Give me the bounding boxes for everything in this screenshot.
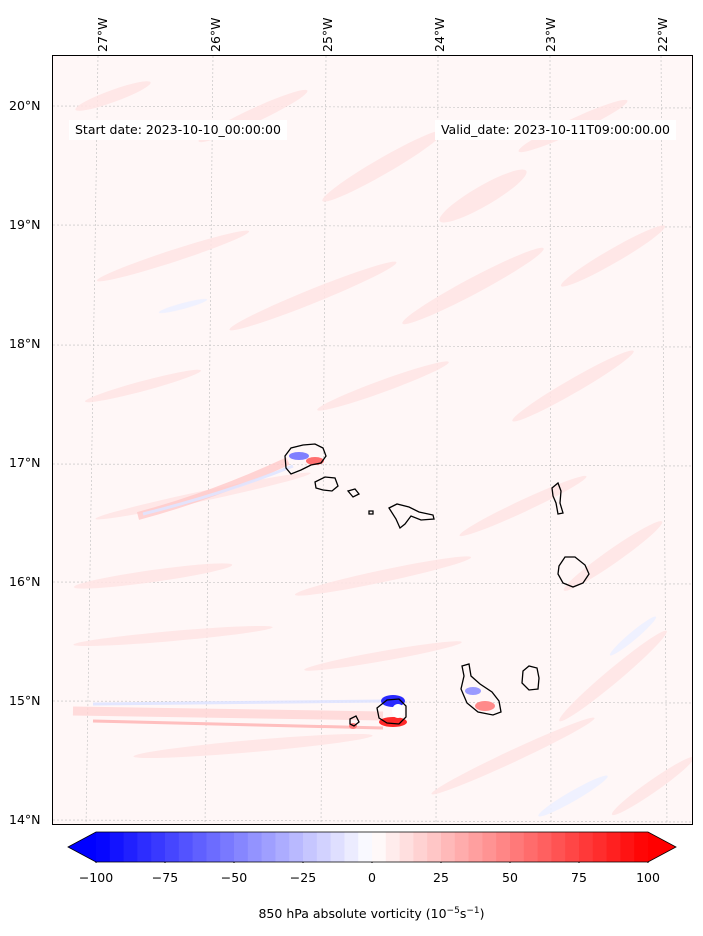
colorbar-bin <box>261 832 276 862</box>
colorbar-bin <box>303 832 318 862</box>
colorbar-bin <box>151 832 166 862</box>
colorbar-bin <box>634 832 649 862</box>
colorbar-label-suffix: ) <box>479 906 485 922</box>
colorbar-label-mid: s <box>459 906 467 922</box>
lon-label: 27°W <box>95 17 110 52</box>
island-boa-vista <box>557 556 590 588</box>
lat-label: 15°N <box>9 693 41 708</box>
colorbar-bin <box>441 832 456 862</box>
lat-label: 19°N <box>9 217 41 232</box>
colorbar-bin <box>551 832 566 862</box>
colorbar-bin <box>454 832 470 862</box>
colorbar-tick-label: −100 <box>78 870 114 885</box>
lon-label: 23°W <box>543 17 558 52</box>
colorbar-bin <box>234 832 249 862</box>
start-date-label: Start date: 2023-10-10_00:00:00 <box>69 120 287 140</box>
colorbar-bin <box>358 832 373 862</box>
colorbar-bin <box>399 832 414 862</box>
colorbar-tick-label: 75 <box>571 870 587 885</box>
lon-label: 22°W <box>655 17 670 52</box>
colorbar-bin <box>289 832 304 862</box>
island-maio <box>521 665 540 691</box>
island-branco <box>368 510 374 515</box>
colorbar-bin <box>206 832 221 862</box>
colorbar-bin <box>372 832 387 862</box>
colorbar-bin <box>178 832 194 862</box>
colorbar-bin <box>330 832 345 862</box>
island-vorticity-dipoles <box>289 452 495 729</box>
colorbar-tick-label: −50 <box>220 870 248 885</box>
colorbar-label-exp1: −5 <box>446 906 460 916</box>
island-sao-nicolau <box>388 503 435 530</box>
colorbar-tick-label: −25 <box>289 870 317 885</box>
lat-label: 16°N <box>9 574 41 589</box>
colorbar-bin <box>427 832 442 862</box>
colorbar-label-exp2: −1 <box>466 906 480 916</box>
map-panel: Start date: 2023-10-10_00:00:00 Valid_da… <box>52 55 693 825</box>
lon-label: 24°W <box>432 17 447 52</box>
colorbar-tick-label: 25 <box>433 870 449 885</box>
colorbar-bin <box>523 832 539 862</box>
colorbar-bin <box>565 832 580 862</box>
colorbar-bin <box>413 832 428 862</box>
cape-verde-islands <box>284 443 590 727</box>
island-brava <box>349 715 360 727</box>
lon-label: 26°W <box>208 17 223 52</box>
colorbar-bin <box>592 832 608 862</box>
colorbar-bin <box>137 832 152 862</box>
colorbar-label-prefix: 850 hPa absolute vorticity (10 <box>258 906 447 922</box>
island-santo-antao <box>284 443 327 475</box>
valid-date-label: Valid_date: 2023-10-11T09:00:00.00 <box>434 120 676 140</box>
colorbar-bin <box>606 832 621 862</box>
colorbar-bin <box>620 832 635 862</box>
colorbar-tick-label: 50 <box>502 870 518 885</box>
island-sao-vicente <box>314 476 339 492</box>
colorbar-extend-min <box>68 832 96 862</box>
colorbar-bin <box>220 832 235 862</box>
colorbar-bin <box>165 832 180 862</box>
colorbar-bin <box>96 832 111 862</box>
colorbar-bin <box>344 832 359 862</box>
colorbar-bin <box>496 832 511 862</box>
colorbar-gradient <box>67 831 677 863</box>
colorbar-bin <box>316 832 332 862</box>
colorbar-bin <box>275 832 290 862</box>
colorbar-bin <box>482 832 497 862</box>
colorbar-bin <box>385 832 401 862</box>
colorbar-bin <box>123 832 138 862</box>
colorbar-label: 850 hPa absolute vorticity (10−5s−1) <box>0 906 703 921</box>
gridlines <box>53 56 692 824</box>
lat-label: 17°N <box>9 455 41 470</box>
island-santiago <box>460 663 502 716</box>
colorbar-bin <box>192 832 207 862</box>
island-santa-luzia <box>346 488 361 498</box>
colorbar-bin <box>247 832 263 862</box>
island-fogo <box>376 698 407 725</box>
lon-label: 25°W <box>320 17 335 52</box>
colorbar-bin <box>579 832 594 862</box>
colorbar-tick-label: 100 <box>636 870 660 885</box>
colorbar-extend-max <box>648 832 676 862</box>
colorbar-bin <box>468 832 483 862</box>
colorbar-bin <box>537 832 552 862</box>
lat-label: 18°N <box>9 336 41 351</box>
island-wakes <box>72 457 389 730</box>
colorbar-bin <box>109 832 125 862</box>
lat-label: 14°N <box>9 812 41 827</box>
island-sal <box>551 481 564 515</box>
colorbar-tick-label: 0 <box>368 870 376 885</box>
colorbar <box>66 831 678 867</box>
vorticity-map <box>53 56 692 824</box>
colorbar-tick-label: −75 <box>151 870 179 885</box>
colorbar-bin <box>510 832 525 862</box>
lat-label: 20°N <box>9 98 41 113</box>
